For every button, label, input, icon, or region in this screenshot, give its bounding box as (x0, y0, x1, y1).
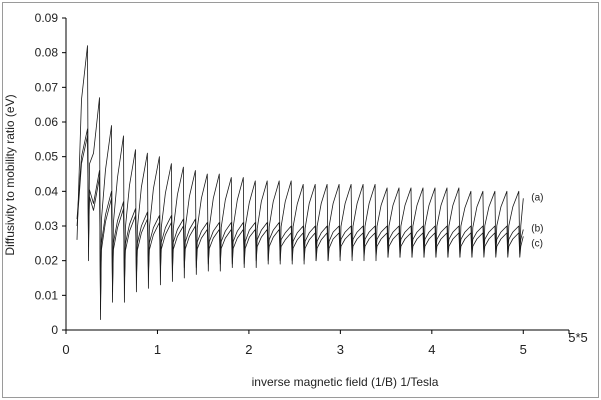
y-tick-label: 0.04 (35, 184, 59, 198)
y-tick-label: 0 (51, 323, 58, 337)
y-tick-label: 0.01 (35, 288, 59, 302)
series-label: (a) (531, 192, 543, 203)
x-tick-label: 5 (520, 342, 527, 357)
y-axis-ticks: 0 0.01 0.02 0.03 0.04 0.05 0.06 0.07 0.08 0.09 (35, 11, 66, 337)
y-tick-label: 0.09 (35, 11, 59, 25)
x-tick-label: 1 (154, 342, 161, 357)
y-axis-title: Diffusivity to mobility ratio (eV) (3, 94, 17, 255)
x-axis-ticks: 0 1 2 3 4 5 (62, 330, 570, 357)
series-label: (c) (531, 238, 543, 249)
series-line-2 (76, 135, 524, 310)
x-axis-title: inverse magnetic field (1/B) 1/Tesla (252, 375, 439, 389)
y-tick-label: 0.07 (35, 80, 59, 94)
plot-lines (76, 45, 524, 320)
x-tick-label: 4 (428, 342, 435, 357)
y-tick-label: 0.02 (35, 254, 59, 268)
x-tick-label: 0 (62, 342, 69, 357)
x-axis-end-label: 5*5 (568, 330, 588, 345)
y-tick-label: 0.05 (35, 150, 59, 164)
y-tick-label: 0.03 (35, 219, 59, 233)
x-tick-label: 3 (337, 342, 344, 357)
y-tick-label: 0.08 (35, 46, 59, 60)
series-label: (b) (531, 223, 543, 234)
series-labels: (a) (b) (c) (531, 192, 543, 249)
y-tick-label: 0.06 (35, 115, 59, 129)
series-line-0 (76, 45, 524, 320)
x-tick-label: 2 (245, 342, 252, 357)
